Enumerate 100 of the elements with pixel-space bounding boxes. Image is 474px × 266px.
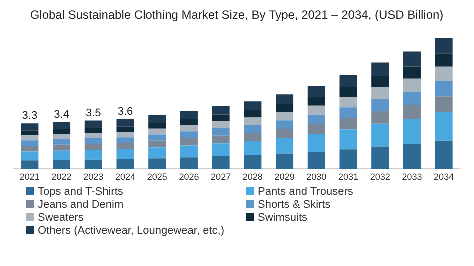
bar: [308, 134, 326, 152]
bar: [212, 122, 230, 129]
bar: [403, 119, 421, 144]
bar: [372, 62, 390, 76]
bar: [340, 130, 358, 150]
bar: [84, 128, 102, 134]
bar: [53, 134, 71, 140]
annotation: 3.3: [22, 110, 38, 122]
bar: [21, 152, 39, 161]
x-tick-label: 2034: [434, 172, 454, 182]
bar: [116, 119, 134, 127]
bar: [435, 38, 453, 54]
bar: [148, 140, 166, 148]
bar: [340, 97, 358, 108]
bar: [116, 150, 134, 160]
bar: [148, 148, 166, 159]
bar: [53, 160, 71, 170]
bar: [180, 132, 198, 138]
bar: [21, 124, 39, 131]
legend-label: Sweaters: [38, 212, 84, 224]
bar: [212, 144, 230, 156]
x-tick-label: 2028: [242, 172, 263, 182]
bar: [276, 129, 294, 138]
bar: [84, 144, 102, 150]
bar: [244, 155, 262, 170]
bar: [372, 124, 390, 147]
bar: [21, 160, 39, 170]
x-tick-label: 2031: [338, 172, 359, 182]
bar: [180, 119, 198, 126]
bar: [340, 108, 358, 118]
bar: [308, 106, 326, 115]
bar: [212, 156, 230, 170]
bar: [244, 125, 262, 134]
x-tick-label: 2023: [84, 172, 104, 182]
bar: [372, 76, 390, 88]
bar: [372, 99, 390, 112]
legend-label: Shorts & Skirts: [258, 199, 331, 211]
bar: [244, 102, 262, 111]
bar: [435, 96, 453, 112]
bar: [276, 138, 294, 154]
bar: [403, 92, 421, 106]
bar: [340, 118, 358, 130]
bar: [276, 94, 294, 105]
legend-label: Swimsuits: [258, 212, 308, 224]
legend-label: Jeans and Denim: [38, 199, 124, 211]
bar: [372, 111, 390, 124]
x-tick-label: 2025: [147, 172, 168, 182]
bar: [308, 97, 326, 106]
bar: [148, 158, 166, 170]
bar: [435, 140, 453, 170]
bar: [116, 126, 134, 132]
bar: [435, 82, 453, 97]
bar: [53, 150, 71, 160]
bar: [276, 154, 294, 170]
bar: [148, 115, 166, 124]
bar: [180, 138, 198, 146]
annotation: 3.6: [118, 106, 134, 118]
bar: [276, 104, 294, 113]
bar: [116, 132, 134, 138]
x-tick-label: 2027: [211, 172, 232, 182]
bar: [212, 114, 230, 122]
annotation: 3.5: [86, 107, 102, 120]
bar: [53, 144, 71, 151]
bar: [212, 136, 230, 144]
bar: [180, 146, 198, 158]
bar: [276, 112, 294, 121]
bar: [340, 150, 358, 170]
bar: [276, 120, 294, 130]
bar: [435, 112, 453, 141]
x-tick-label: 2026: [179, 172, 200, 182]
bar: [372, 146, 390, 170]
bar: [435, 54, 453, 67]
bar: [244, 110, 262, 118]
x-tick-label: 2030: [306, 172, 327, 182]
bar: [403, 144, 421, 170]
bar: [244, 118, 262, 126]
x-tick-label: 2033: [402, 172, 422, 182]
legend-label: Pants and Trousers: [258, 186, 354, 198]
bar: [116, 138, 134, 144]
bar: [84, 160, 102, 170]
bar: [244, 141, 262, 156]
bar: [403, 105, 421, 120]
bar: [84, 150, 102, 160]
bar: [212, 128, 230, 136]
legend-label: Others (Activewear, Loungewear, etc,): [38, 225, 224, 237]
legend-label: Tops and T-Shirts: [38, 186, 124, 198]
bar: [308, 114, 326, 124]
bar: [21, 130, 39, 136]
bar: [308, 152, 326, 170]
x-tick-label: 2022: [52, 172, 72, 182]
bar: [403, 78, 421, 92]
x-tick-label: 2024: [115, 172, 136, 182]
bar: [308, 124, 326, 134]
bar: [435, 66, 453, 82]
bar: [148, 134, 166, 141]
bar: [84, 133, 102, 138]
bar: [244, 133, 262, 142]
bar: [180, 125, 198, 132]
bar: [116, 143, 134, 150]
bar: [340, 75, 358, 88]
